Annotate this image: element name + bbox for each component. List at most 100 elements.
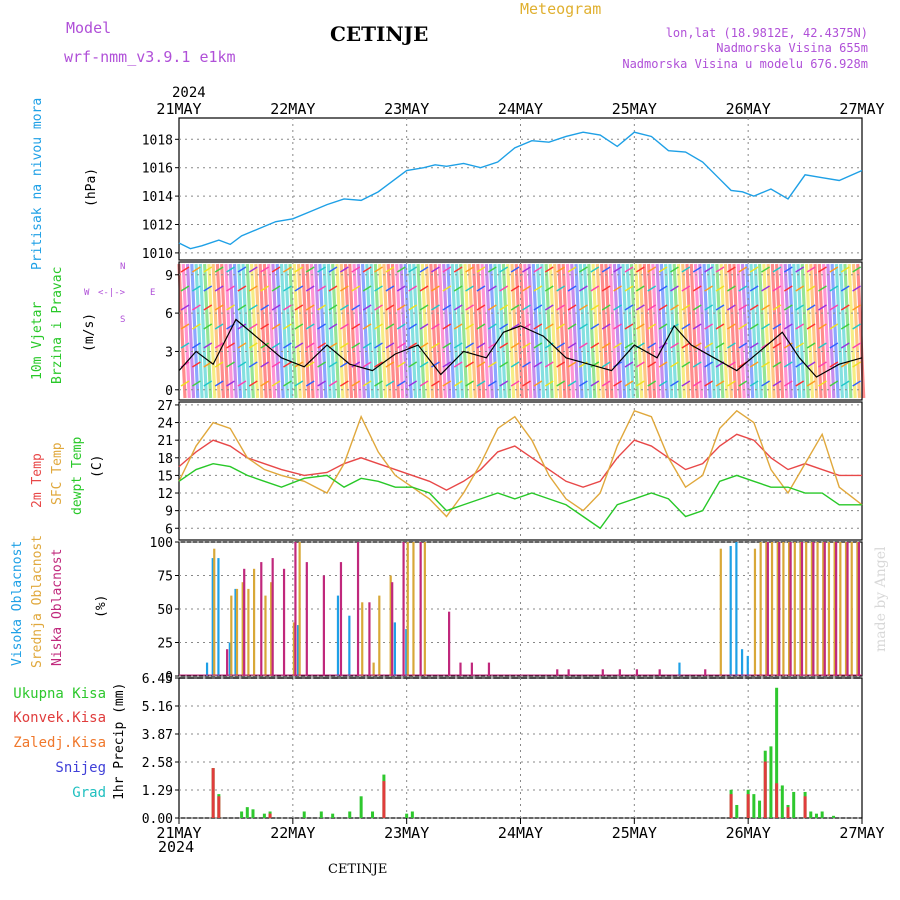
wind-barb <box>658 266 668 273</box>
wind-barb <box>772 380 782 387</box>
wind-barb-band <box>506 263 516 399</box>
wind-barb-band <box>305 263 315 399</box>
wind-barb <box>510 285 520 292</box>
wind-barb <box>419 380 429 387</box>
wind-barb <box>533 342 543 349</box>
wind-barb <box>237 380 247 387</box>
wind-barb <box>453 304 463 311</box>
cloud-bar-mid <box>247 588 250 676</box>
wind-barb <box>624 380 634 387</box>
wind-barb <box>226 380 235 387</box>
cloud-bar-low <box>812 542 815 676</box>
cloud-bar-low <box>800 542 804 676</box>
y-tick-label: 6 <box>165 307 173 322</box>
y-tick-label: 1010 <box>142 247 173 262</box>
wind-barb <box>339 323 349 330</box>
wind-barb-band <box>702 263 712 399</box>
wind-barb <box>419 323 429 330</box>
wind-barb-band <box>271 263 281 399</box>
wind-barb-band <box>655 263 665 399</box>
wind-barb <box>806 380 816 387</box>
wind-barb-band <box>352 263 362 399</box>
wind-barb <box>635 361 645 368</box>
wind-barb <box>385 342 395 349</box>
wind-barb-band <box>719 263 729 399</box>
wind-barb <box>624 285 634 292</box>
wind-barb <box>465 361 474 368</box>
cloud-bar-low <box>243 568 246 676</box>
wind-barb <box>362 266 372 273</box>
wind-barb <box>761 285 770 292</box>
cloud-bar-high <box>211 558 214 676</box>
wind-barb <box>590 266 600 273</box>
wind-barb <box>544 266 554 273</box>
wind-barb-band <box>211 263 221 399</box>
wind-barb <box>829 285 839 292</box>
model-altitude-label: Nadmorska Visina u modelu 676.928m <box>622 57 868 71</box>
wind-barb <box>738 266 748 273</box>
precip-legend-rain: Ukupna Kisa <box>13 686 106 702</box>
compass-s: S <box>120 315 126 325</box>
wind-barb-band <box>612 263 623 399</box>
wind-barb <box>670 285 679 292</box>
wind-barb <box>283 266 292 273</box>
wind-barb <box>510 266 520 273</box>
wind-barb-band <box>710 263 721 399</box>
wind-barb <box>294 304 304 311</box>
compass-n: N <box>120 262 126 272</box>
model-label: Model <box>66 19 112 37</box>
wind-barb <box>510 380 520 387</box>
wind-barb-band <box>454 263 465 399</box>
wind-barb <box>374 266 383 273</box>
wind-barb <box>590 285 600 292</box>
cloud-bar-mid <box>810 542 813 676</box>
wind-barb <box>840 323 850 330</box>
wind-barb <box>431 304 440 311</box>
wind-barb-band <box>582 263 593 399</box>
wind-barb <box>613 380 622 387</box>
wind-barb-band <box>360 263 371 399</box>
wind-barb <box>704 266 714 273</box>
wind-barb <box>658 361 668 368</box>
wind-barb <box>339 380 349 387</box>
temp-ylabel-1: 2m Temp <box>30 453 45 508</box>
y-tick-label: 0 <box>165 670 173 685</box>
wind-barb <box>601 361 611 368</box>
wind-barb-band <box>386 263 396 399</box>
wind-barb <box>829 323 839 330</box>
wind-barb <box>214 304 224 311</box>
wind-barb <box>419 342 429 349</box>
wind-barb <box>408 323 418 330</box>
wind-barb <box>260 304 270 311</box>
wind-barb <box>237 304 247 311</box>
wind-barb-band <box>416 263 426 399</box>
wind-barb-band <box>331 263 341 399</box>
wind-barb <box>499 380 509 387</box>
wind-barb <box>317 304 326 311</box>
wind-barb-band <box>535 263 546 399</box>
wind-barb <box>567 361 577 368</box>
precip-bar-convective <box>775 783 779 818</box>
wind-barb <box>180 380 190 387</box>
wind-barb <box>635 323 645 330</box>
wind-barb <box>260 380 270 387</box>
cloud-bar-mid <box>788 542 791 676</box>
wind-barb <box>374 342 383 349</box>
wind-barb <box>624 342 634 349</box>
precip-bar-total <box>359 796 363 818</box>
dewpt-line <box>178 462 862 530</box>
wind-barb <box>783 342 793 349</box>
wind-barb <box>396 304 406 311</box>
wind-barb-band <box>540 263 550 399</box>
wind-barb <box>431 323 440 330</box>
wind-barb <box>362 342 372 349</box>
wind-barb <box>681 380 691 387</box>
cloud-bar-low <box>282 568 286 676</box>
wind-barb-band <box>621 263 631 399</box>
wind-barb <box>647 323 657 330</box>
y-tick-label: 100 <box>150 536 173 551</box>
wind-barb <box>761 266 770 273</box>
wind-barb-band <box>198 263 208 399</box>
wind-barb-band <box>706 263 716 399</box>
wind-barb <box>317 361 326 368</box>
